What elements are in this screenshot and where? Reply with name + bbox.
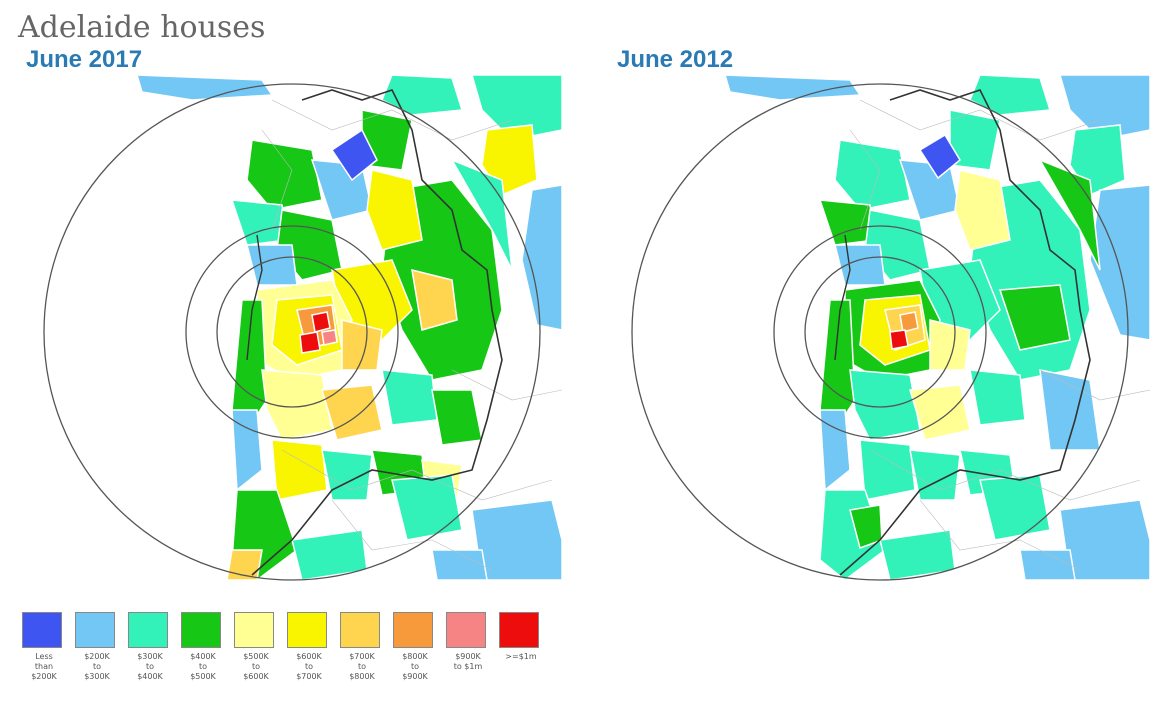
legend-label: $200K to $300K — [84, 652, 110, 681]
legend-item-300k-400k: $300K to $400K — [128, 612, 172, 682]
legend-swatch — [234, 612, 274, 648]
legend-swatch — [499, 612, 539, 648]
legend-swatch — [181, 612, 221, 648]
legend-label: Less than $200K — [31, 652, 57, 681]
legend-label: >=$1m — [505, 652, 537, 661]
legend-label: $500K to $600K — [243, 652, 269, 681]
legend-item-1m-plus: >=$1m — [499, 612, 543, 662]
legend-item-400k-500k: $400K to $500K — [181, 612, 225, 682]
page-title: Adelaide houses — [18, 10, 266, 45]
legend-swatch — [446, 612, 486, 648]
legend-item-700k-800k: $700K to $800K — [340, 612, 384, 682]
legend-swatch — [128, 612, 168, 648]
legend-label: $900K to $1m — [453, 652, 483, 671]
legend-item-900k-1m: $900K to $1m — [446, 612, 490, 672]
map-label-june-2012: June 2012 — [617, 46, 734, 73]
legend-item-800k-900k: $800K to $900K — [393, 612, 437, 682]
legend-label: $400K to $500K — [190, 652, 216, 681]
legend-item-600k-700k: $600K to $700K — [287, 612, 331, 682]
legend-swatch — [287, 612, 327, 648]
legend-label: $700K to $800K — [349, 652, 375, 681]
legend-item-less-than-200k: Less than $200K — [22, 612, 66, 682]
price-legend: Less than $200K $200K to $300K $300K to … — [22, 612, 552, 700]
legend-swatch — [393, 612, 433, 648]
map-june-2017 — [32, 70, 562, 585]
legend-label: $600K to $700K — [296, 652, 322, 681]
legend-item-200k-300k: $200K to $300K — [75, 612, 119, 682]
map-june-2012 — [620, 70, 1150, 585]
legend-label: $800K to $900K — [402, 652, 428, 681]
map-label-june-2017: June 2017 — [26, 46, 143, 73]
legend-swatch — [22, 612, 62, 648]
legend-swatch — [340, 612, 380, 648]
legend-item-500k-600k: $500K to $600K — [234, 612, 278, 682]
legend-label: $300K to $400K — [137, 652, 163, 681]
legend-swatch — [75, 612, 115, 648]
